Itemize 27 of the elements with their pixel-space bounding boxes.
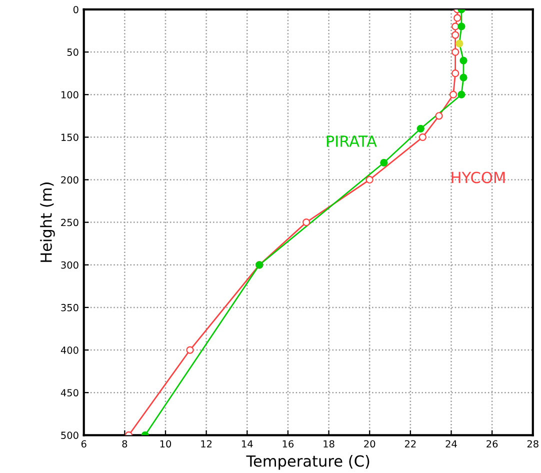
y-tick-label: 200 bbox=[61, 176, 78, 184]
x-tick-label: 8 bbox=[122, 440, 128, 448]
y-tick-label: 150 bbox=[62, 134, 78, 141]
series-label: PIRATA bbox=[326, 136, 377, 147]
x-tick-label: 12 bbox=[201, 440, 212, 448]
y-tick-label: 500 bbox=[61, 432, 78, 439]
y-tick-label: 50 bbox=[67, 48, 78, 56]
x-tick-label: 20 bbox=[364, 440, 376, 448]
y-tick-label: 400 bbox=[60, 346, 78, 354]
x-tick-label: 22 bbox=[404, 440, 416, 448]
x-tick-label: 14 bbox=[242, 440, 253, 448]
y-tick-label: 300 bbox=[61, 261, 78, 269]
y-tick-label: 450 bbox=[60, 389, 78, 396]
x-tick-label: 18 bbox=[324, 440, 334, 448]
x-tick-label: 28 bbox=[527, 440, 538, 448]
y-axis-title: Height (m) bbox=[40, 182, 55, 262]
y-tick-label: 100 bbox=[62, 91, 78, 98]
x-tick-label: 6 bbox=[81, 440, 86, 448]
y-tick-label: 0 bbox=[73, 6, 78, 14]
x-axis-title: Temperature (C) bbox=[246, 455, 370, 470]
x-tick-label: 24 bbox=[446, 440, 457, 448]
x-tick-label: 26 bbox=[486, 440, 498, 448]
y-tick-label: 250 bbox=[61, 218, 78, 226]
x-tick-label: 16 bbox=[282, 440, 294, 448]
x-tick-label: 10 bbox=[160, 440, 172, 448]
y-tick-label: 350 bbox=[61, 304, 78, 312]
text: HYCOM bbox=[452, 172, 505, 184]
